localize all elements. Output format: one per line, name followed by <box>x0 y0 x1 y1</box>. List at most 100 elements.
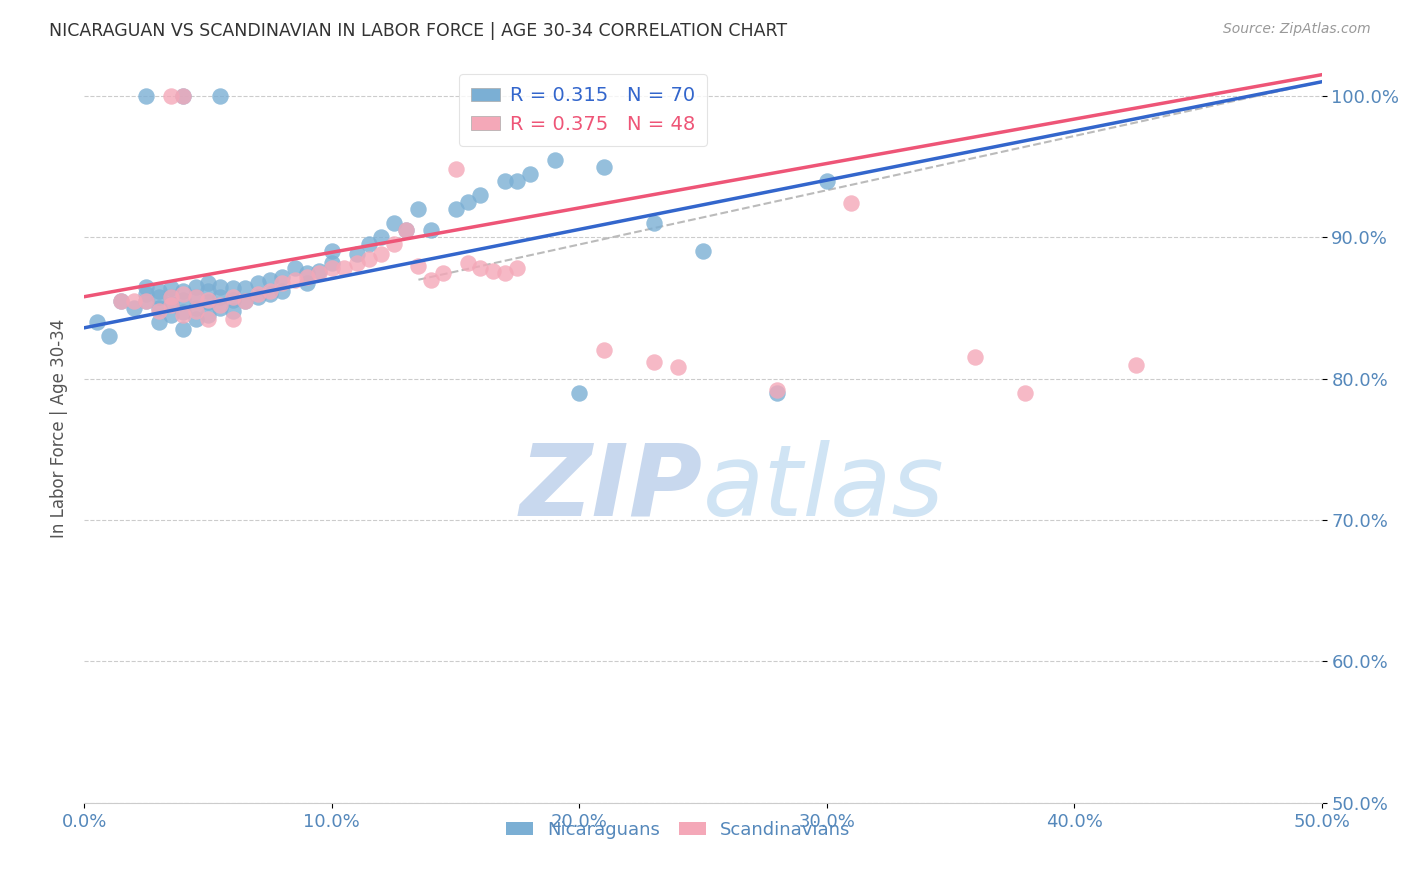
Point <box>110 293 132 308</box>
Point <box>209 89 232 103</box>
Point <box>172 308 194 322</box>
Point <box>160 298 183 312</box>
Point <box>184 301 207 315</box>
Point <box>259 273 281 287</box>
Point <box>184 290 207 304</box>
Point <box>135 280 157 294</box>
Point <box>110 293 132 308</box>
Point <box>457 256 479 270</box>
Point <box>233 293 256 308</box>
Point <box>321 244 343 259</box>
Point <box>172 293 194 307</box>
Point <box>419 223 441 237</box>
Point <box>284 273 307 287</box>
Point <box>246 286 269 301</box>
Point <box>259 284 281 298</box>
Point <box>172 284 194 298</box>
Point <box>295 266 318 280</box>
Point <box>370 230 392 244</box>
Point <box>506 174 529 188</box>
Point <box>444 162 467 177</box>
Point <box>692 244 714 259</box>
Point <box>643 355 665 369</box>
Point <box>295 269 318 284</box>
Point <box>135 293 157 308</box>
Point <box>184 312 207 326</box>
Point <box>197 295 219 310</box>
Point <box>382 237 405 252</box>
Point <box>593 160 616 174</box>
Point <box>321 261 343 276</box>
Point <box>86 315 108 329</box>
Point <box>184 280 207 294</box>
Text: NICARAGUAN VS SCANDINAVIAN IN LABOR FORCE | AGE 30-34 CORRELATION CHART: NICARAGUAN VS SCANDINAVIAN IN LABOR FORC… <box>49 22 787 40</box>
Point <box>233 281 256 295</box>
Point <box>408 259 430 273</box>
Point <box>395 223 418 237</box>
Point <box>246 276 269 290</box>
Point <box>432 266 454 280</box>
Point <box>233 293 256 308</box>
Point <box>346 256 368 270</box>
Text: ZIP: ZIP <box>520 440 703 537</box>
Point <box>543 153 565 167</box>
Point <box>209 298 232 312</box>
Point <box>470 187 492 202</box>
Point <box>506 261 529 276</box>
Point <box>209 290 232 304</box>
Point <box>160 308 183 322</box>
Point <box>284 261 307 276</box>
Point <box>666 360 689 375</box>
Point <box>184 303 207 318</box>
Point <box>841 196 863 211</box>
Point <box>160 297 183 311</box>
Point <box>148 290 170 304</box>
Point <box>172 286 194 301</box>
Point <box>519 167 541 181</box>
Point <box>148 284 170 298</box>
Point <box>160 290 183 304</box>
Point <box>98 329 121 343</box>
Point <box>172 89 194 103</box>
Point <box>148 301 170 315</box>
Point <box>259 286 281 301</box>
Point <box>172 89 194 103</box>
Point <box>357 252 380 266</box>
Point <box>271 269 294 284</box>
Point <box>222 290 245 304</box>
Point <box>593 343 616 358</box>
Point <box>160 290 183 304</box>
Point <box>197 284 219 298</box>
Point <box>135 286 157 301</box>
Point <box>766 383 789 397</box>
Point <box>172 322 194 336</box>
Point <box>271 284 294 298</box>
Point <box>160 281 183 295</box>
Point <box>370 247 392 261</box>
Point <box>965 351 987 365</box>
Point <box>643 216 665 230</box>
Point <box>444 202 467 216</box>
Point <box>148 315 170 329</box>
Point <box>172 305 194 319</box>
Text: Source: ZipAtlas.com: Source: ZipAtlas.com <box>1223 22 1371 37</box>
Point <box>357 237 380 252</box>
Point <box>197 308 219 322</box>
Point <box>766 385 789 400</box>
Point <box>246 290 269 304</box>
Point <box>197 293 219 307</box>
Point <box>197 276 219 290</box>
Point <box>135 89 157 103</box>
Point <box>122 293 145 308</box>
Point <box>209 280 232 294</box>
Point <box>148 303 170 318</box>
Point <box>481 264 503 278</box>
Point <box>308 266 330 280</box>
Point <box>333 261 356 276</box>
Point <box>1014 385 1036 400</box>
Point <box>470 261 492 276</box>
Point <box>457 194 479 209</box>
Point <box>271 276 294 290</box>
Point <box>222 312 245 326</box>
Point <box>568 385 591 400</box>
